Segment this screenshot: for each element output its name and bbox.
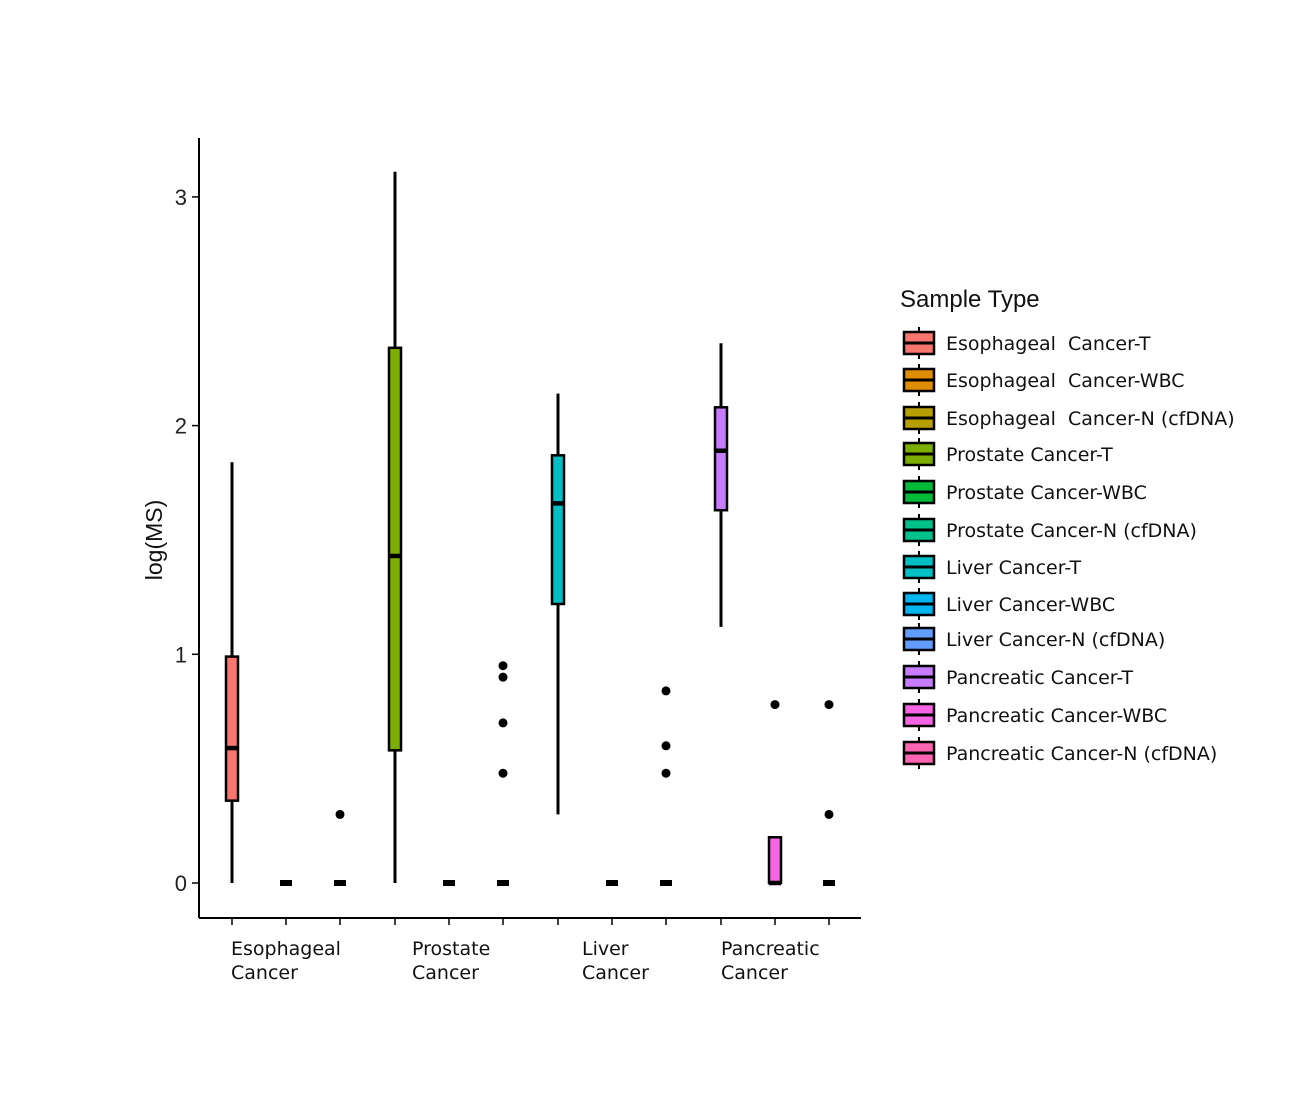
legend-label: Esophageal Cancer-WBC	[946, 370, 1185, 392]
box-median	[823, 880, 835, 886]
box-median	[660, 880, 672, 886]
legend-item: Pancreatic Cancer-T	[902, 661, 1133, 693]
legend-label: Pancreatic Cancer-T	[946, 667, 1133, 689]
outlier-point	[661, 768, 671, 778]
legend-title: Sample Type	[900, 286, 1040, 313]
legend-label: Pancreatic Cancer-N (cfDNA)	[946, 743, 1217, 765]
x-category-label: Pancreatic Cancer	[721, 938, 820, 984]
y-tick-label: 0	[175, 871, 187, 896]
box-group	[767, 700, 783, 886]
box-group	[224, 462, 240, 883]
legend-label: Esophageal Cancer-T	[946, 333, 1151, 355]
legend-label: Prostate Cancer-WBC	[946, 482, 1147, 504]
box-median	[280, 880, 292, 886]
outlier-point	[498, 661, 508, 671]
box-group	[660, 686, 672, 886]
box-body	[713, 406, 729, 512]
legend-label: Esophageal Cancer-N (cfDNA)	[946, 408, 1235, 430]
y-tick-label: 2	[175, 414, 187, 439]
legend-item: Liver Cancer-WBC	[902, 588, 1115, 620]
outlier-point	[661, 686, 671, 696]
x-category-label: Liver Cancer	[582, 938, 649, 984]
box-median	[606, 880, 618, 886]
outlier-point	[498, 672, 508, 682]
box-body	[387, 346, 403, 752]
box-group	[550, 393, 566, 815]
box-group	[713, 343, 729, 627]
box-group	[443, 880, 455, 886]
outlier-point	[824, 809, 834, 819]
box-median	[334, 880, 346, 886]
x-category-label: Esophageal Cancer	[231, 938, 341, 984]
legend-label: Liver Cancer-N (cfDNA)	[946, 629, 1165, 651]
legend-label: Liver Cancer-WBC	[946, 594, 1115, 616]
box-group	[387, 171, 403, 883]
box-group	[823, 700, 835, 886]
outlier-point	[335, 809, 345, 819]
legend-item: Esophageal Cancer-WBC	[902, 364, 1185, 396]
y-tick-label: 1	[175, 642, 187, 667]
box-series	[224, 171, 835, 886]
x-category-label: Prostate Cancer	[412, 938, 490, 984]
legend-item: Liver Cancer-T	[902, 551, 1081, 583]
y-tick-label: 3	[175, 185, 187, 210]
outlier-point	[498, 718, 508, 728]
legend-item: Prostate Cancer-WBC	[902, 476, 1147, 508]
box-median	[497, 880, 509, 886]
outlier-point	[824, 700, 834, 710]
box-group	[280, 880, 292, 886]
box-group	[606, 880, 618, 886]
outlier-point	[661, 741, 671, 751]
box-group	[497, 661, 509, 886]
legend-item: Liver Cancer-N (cfDNA)	[902, 623, 1165, 655]
box-median	[443, 880, 455, 886]
box-body	[767, 836, 783, 885]
y-axis-title: log(MS)	[141, 500, 167, 581]
legend-item: Pancreatic Cancer-WBC	[902, 699, 1167, 731]
outlier-point	[498, 768, 508, 778]
axes: 0 1 2 3	[175, 138, 861, 925]
legend-label: Prostate Cancer-N (cfDNA)	[946, 520, 1197, 542]
box-body	[224, 655, 240, 802]
legend: Sample Type Esophageal Cancer-TEsophagea…	[900, 286, 1235, 769]
category-labels: Esophageal Cancer Prostate Cancer Liver Cance…	[231, 938, 820, 984]
legend-label: Liver Cancer-T	[946, 557, 1081, 579]
legend-item: Prostate Cancer-T	[902, 438, 1113, 470]
legend-item: Prostate Cancer-N (cfDNA)	[902, 514, 1197, 546]
legend-item: Esophageal Cancer-T	[902, 327, 1151, 359]
legend-items: Esophageal Cancer-T Esophageal Cancer-WBC…	[902, 327, 1235, 769]
box-body	[550, 454, 566, 606]
box-group	[334, 809, 346, 886]
legend-item: Esophageal Cancer-N (cfDNA)	[902, 402, 1235, 434]
legend-item: Pancreatic Cancer-N (cfDNA)	[902, 737, 1217, 769]
outlier-point	[770, 700, 780, 710]
legend-label: Prostate Cancer-T	[946, 444, 1113, 466]
legend-label: Pancreatic Cancer-WBC	[946, 705, 1167, 727]
